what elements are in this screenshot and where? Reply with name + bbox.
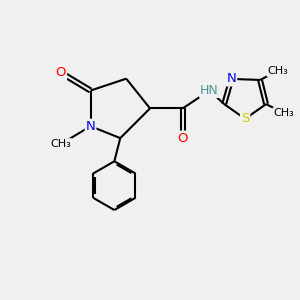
Text: CH₃: CH₃ bbox=[268, 66, 288, 76]
Text: N: N bbox=[86, 120, 95, 133]
Text: CH₃: CH₃ bbox=[50, 139, 71, 149]
Text: O: O bbox=[56, 66, 66, 79]
Text: N: N bbox=[226, 72, 236, 86]
Text: CH₃: CH₃ bbox=[274, 108, 294, 118]
Text: O: O bbox=[177, 132, 188, 145]
Text: HN: HN bbox=[200, 84, 219, 97]
Text: S: S bbox=[241, 112, 249, 125]
